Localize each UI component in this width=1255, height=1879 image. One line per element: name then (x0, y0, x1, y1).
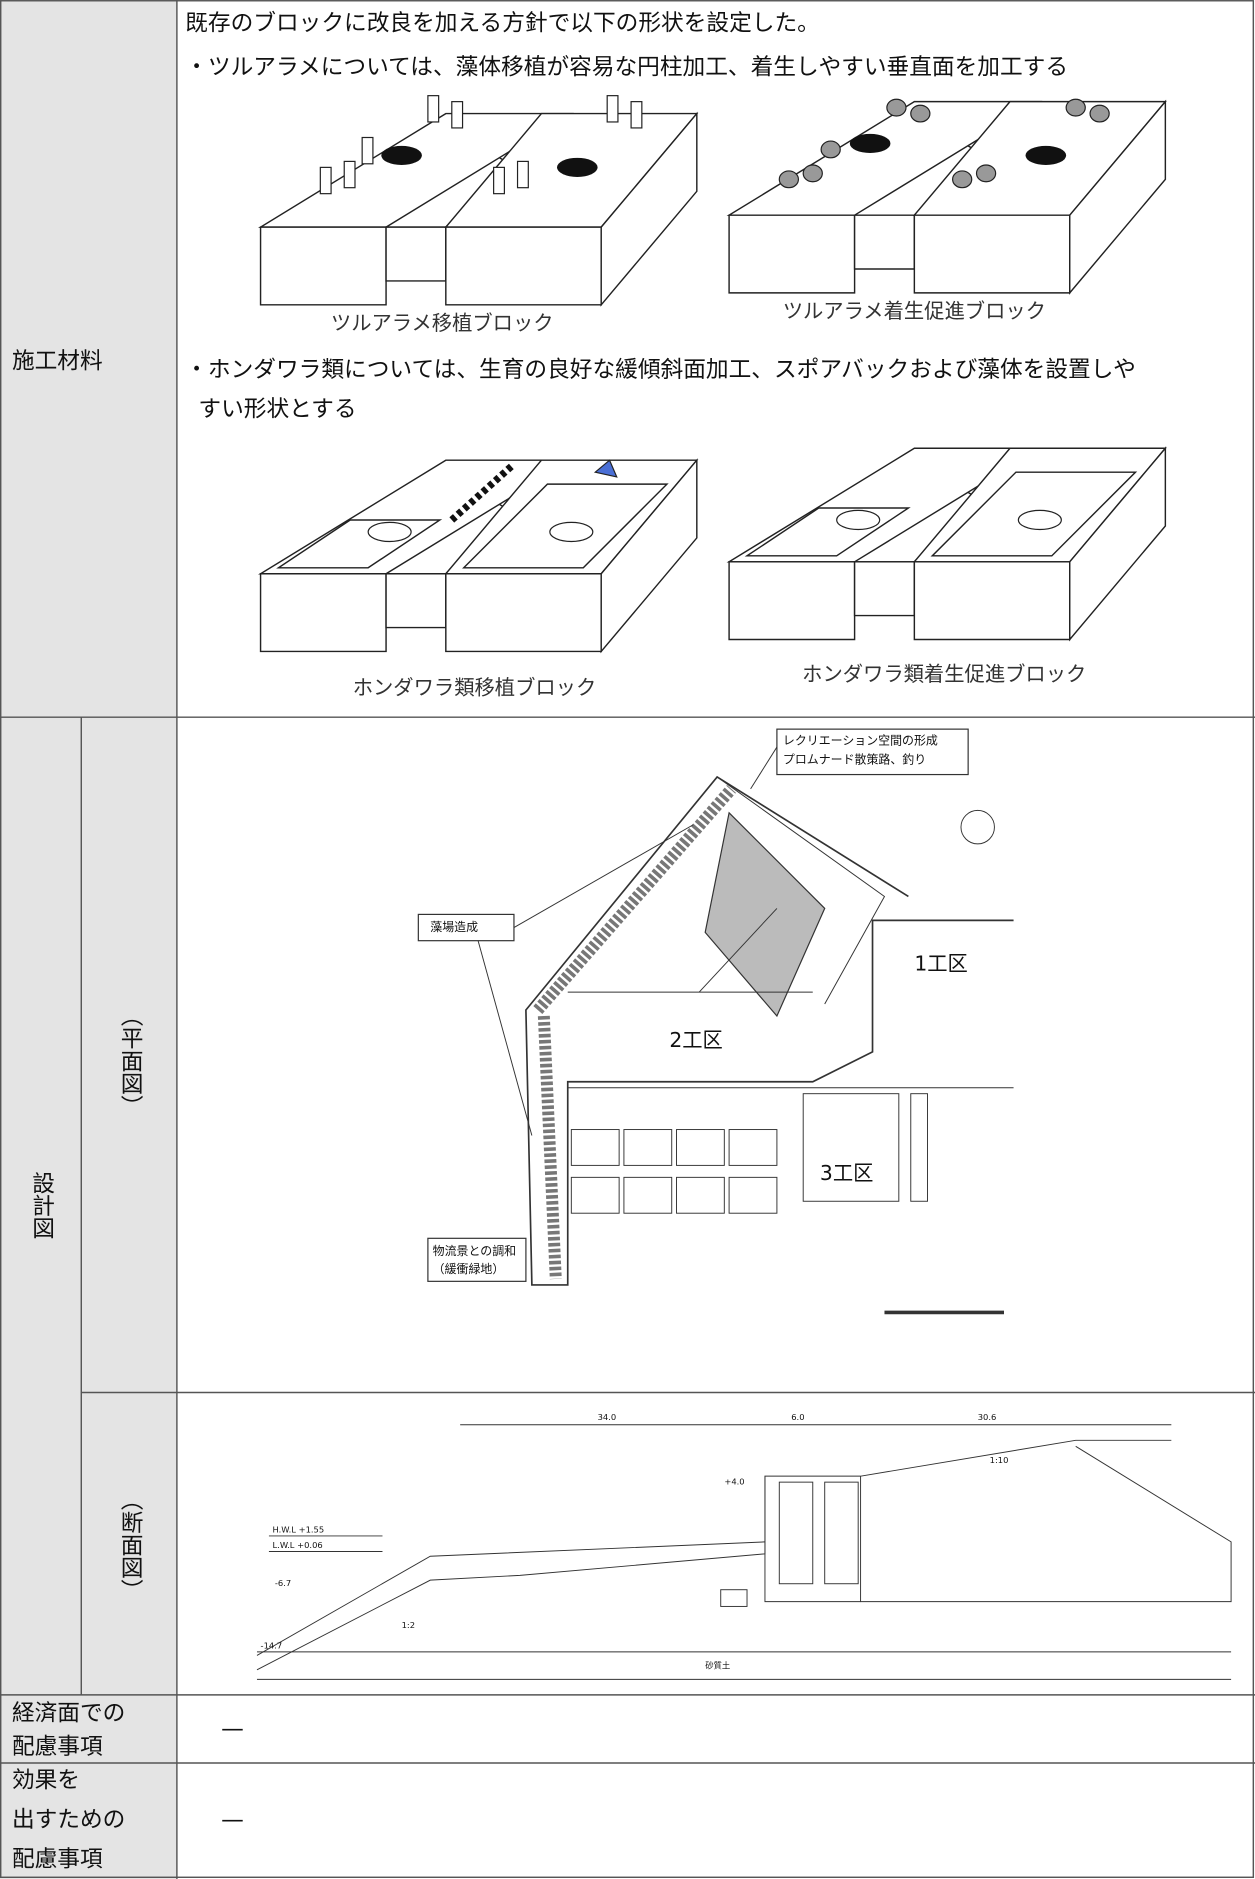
block-shape (445, 573, 602, 653)
row-label: 施工材料 (12, 349, 103, 375)
block-shape (975, 164, 997, 183)
block-shape (445, 226, 602, 306)
block-shape (952, 170, 973, 189)
slope: 1:2 (402, 1620, 415, 1630)
block-shape (593, 459, 618, 478)
soil: 砂質土 (705, 1661, 730, 1671)
label-column (0, 0, 177, 1879)
block-shape (600, 111, 698, 307)
zone-label: 3工区 (820, 1161, 874, 1185)
zone-label: 2工区 (669, 1028, 723, 1052)
block-shape (853, 561, 916, 617)
level: -14.7 (261, 1640, 283, 1650)
block-shape (630, 101, 643, 129)
block-shape (886, 98, 907, 117)
annotation: （緩衝緑地） (433, 1261, 505, 1276)
block-shape (728, 214, 856, 294)
block-shape (385, 573, 447, 629)
block-shape (385, 226, 447, 282)
block-shape (913, 214, 1071, 294)
annotation: 物流景との調和 (433, 1244, 516, 1258)
block-shape (849, 133, 891, 154)
block-shape (343, 160, 356, 189)
figure-caption: ツルアラメ移植ブロック (331, 311, 554, 335)
annotation: レクリエーション空間の形成 (783, 734, 938, 748)
block-shape (259, 573, 387, 653)
block-shape (451, 101, 464, 129)
block-shape (1017, 509, 1062, 531)
block-shape (427, 95, 440, 123)
row-label: 配慮事項 (12, 1846, 103, 1872)
cell-value: — (221, 1716, 244, 1742)
figure-caption: ホンダワラ類移植ブロック (353, 675, 597, 699)
block-shape (600, 458, 698, 654)
block-shape (778, 170, 800, 189)
row-label: 出すための (12, 1807, 125, 1833)
block-shape (728, 561, 856, 641)
block-illustrations (258, 95, 1167, 654)
text-line: すい形状とする (198, 397, 356, 423)
text-line: 既存のブロックに改良を加える方針で以下の形状を設定した。 (185, 10, 820, 36)
row-label: 効果を (12, 1767, 80, 1793)
sub-label: （平面図） (117, 1004, 143, 1117)
block-shape (367, 521, 412, 543)
row-label: 設計図 (28, 1171, 54, 1239)
block-shape (1089, 104, 1110, 123)
text-line: ・ツルアラメについては、藻体移植が容易な円柱加工、着生しやすい垂直面を加工する (185, 55, 1068, 81)
block-shape (1065, 98, 1086, 117)
level: L.W.L +0.06 (273, 1540, 323, 1550)
plan-drawing: レクリエーション空間の形成 プロムナード散策路、釣り 藻場造成 1工区 2工区 … (417, 728, 1014, 1315)
dimension: 6.0 (791, 1412, 804, 1422)
block-shape (361, 136, 374, 165)
block-shape (493, 166, 505, 195)
block-shape (913, 561, 1071, 641)
block-shape (381, 145, 422, 165)
block-shape (853, 214, 916, 270)
cell-value: — (221, 1807, 244, 1833)
block-shape (910, 104, 931, 123)
section-drawing: 34.0 6.0 30.6 1:10 +4.0 H.W.L +1.55 L.W.… (256, 1412, 1232, 1680)
block-shape (1069, 446, 1167, 642)
annotation: 藻場造成 (430, 920, 478, 934)
annotation: プロムナード散策路、釣り (783, 752, 926, 767)
block-shape (556, 157, 598, 177)
block-shape (449, 463, 514, 523)
block-shape (259, 226, 387, 306)
dimension: 1:10 (990, 1455, 1009, 1465)
dimension: 30.6 (978, 1412, 997, 1422)
figure-caption: ホンダワラ類着生促進ブロック (802, 662, 1086, 686)
block-shape (820, 140, 841, 159)
block-shape (549, 521, 594, 543)
level: H.W.L +1.55 (273, 1524, 325, 1534)
sub-label: （断面図） (117, 1488, 143, 1602)
level: -6.7 (275, 1578, 291, 1588)
block-shape (836, 509, 881, 531)
block-shape (1025, 145, 1067, 165)
text-line: ・ホンダワラ類については、生育の良好な緩傾斜面加工、スポアバックおよび藻体を設置… (185, 357, 1136, 383)
figure-caption: ツルアラメ着生促進ブロック (783, 299, 1046, 323)
block-shape (802, 164, 823, 183)
block-shape (606, 95, 619, 123)
zone-label: 1工区 (914, 952, 968, 976)
dimension: 34.0 (598, 1412, 617, 1422)
row-label: 経済面での (12, 1701, 125, 1727)
dimension: +4.0 (724, 1477, 744, 1487)
row-label: 配慮事項 (12, 1734, 103, 1760)
block-shape (516, 160, 529, 189)
block-shape (319, 166, 332, 195)
block-shape (1069, 99, 1167, 295)
